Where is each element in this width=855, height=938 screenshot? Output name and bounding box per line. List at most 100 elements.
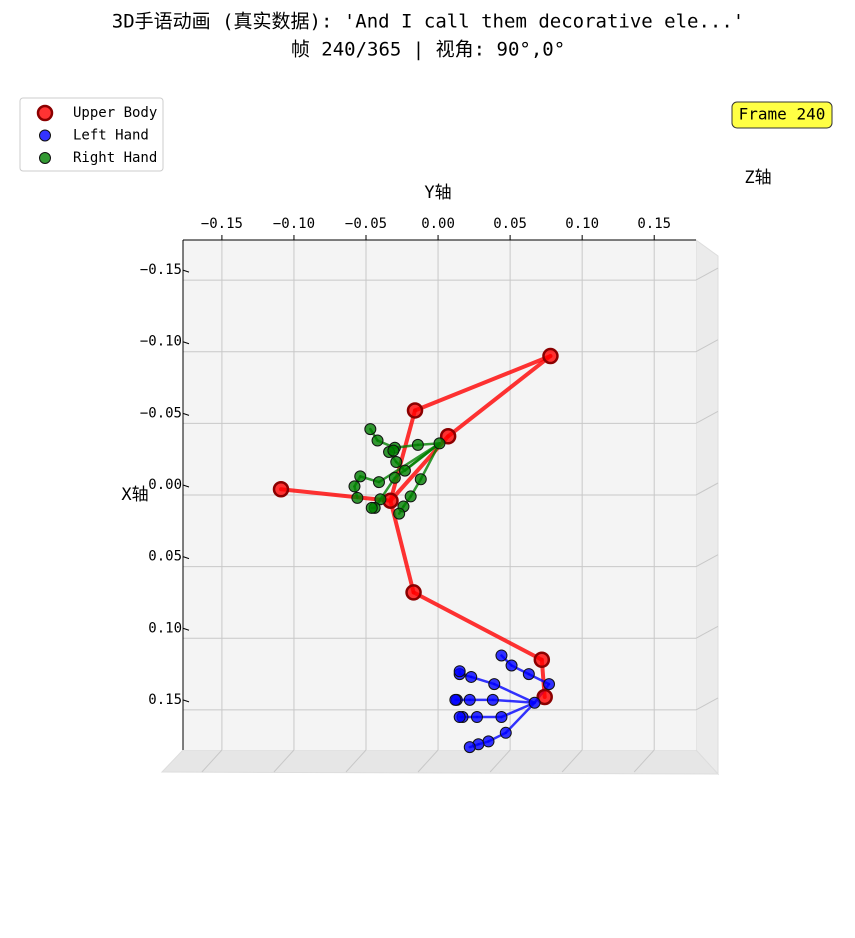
x-tick-label: 0.10: [565, 216, 599, 232]
y-tick-label: 0.10: [148, 620, 182, 636]
point: [405, 584, 422, 601]
bone: [493, 682, 536, 704]
legend-marker: [36, 104, 54, 122]
y-tick-label: 0.15: [148, 692, 182, 708]
bone: [491, 698, 536, 704]
point: [354, 470, 367, 483]
point: [371, 434, 384, 447]
y-tick: [182, 484, 190, 488]
bottom-pane-grid: [345, 749, 367, 773]
point: [414, 473, 427, 486]
point: [372, 476, 385, 489]
y-tick: [182, 341, 190, 345]
point: [404, 490, 417, 503]
point: [387, 444, 400, 457]
legend: Upper Body Left Hand Right Hand: [19, 97, 164, 172]
x-tick-label: −0.05: [345, 216, 387, 232]
bottom-pane-grid: [273, 749, 295, 773]
point: [486, 693, 499, 706]
x-tick-label: −0.10: [273, 216, 315, 232]
point: [365, 501, 378, 514]
legend-label: Upper Body: [73, 105, 157, 121]
bottom-pane-grid: [489, 749, 511, 773]
point: [542, 347, 559, 365]
point: [453, 711, 466, 724]
point: [488, 678, 501, 691]
y-axis-label: X轴: [121, 485, 148, 505]
point: [453, 665, 466, 678]
point: [482, 735, 495, 748]
x-tick-label: 0.00: [421, 216, 455, 232]
bone: [504, 701, 536, 735]
y-tick: [182, 412, 190, 416]
point: [543, 678, 556, 691]
y-tick: [182, 627, 190, 631]
marks: [272, 347, 559, 754]
y-tick: [182, 269, 190, 273]
point: [348, 480, 361, 493]
chart-title: 3D手语动画 (真实数据): 'And I call them decorati…: [112, 11, 744, 33]
y-tick: [182, 699, 190, 703]
x-tick-label: 0.05: [493, 216, 527, 232]
y-tick-label: −0.15: [140, 262, 182, 278]
side-pane-grid: [695, 267, 719, 281]
point: [495, 711, 508, 724]
point: [364, 423, 377, 436]
y-tick-label: 0.00: [148, 477, 182, 493]
point: [463, 741, 476, 754]
x-tick-label: 0.15: [637, 216, 671, 232]
y-tick: [182, 556, 190, 560]
legend-box: [19, 97, 164, 172]
point: [390, 456, 403, 469]
bone: [388, 408, 418, 503]
point: [449, 693, 462, 706]
point: [528, 696, 541, 709]
point: [439, 428, 457, 445]
side-pane-grid: [695, 339, 719, 353]
legend-label: Right Hand: [73, 150, 157, 166]
annotation-box: [731, 101, 833, 129]
point: [495, 649, 508, 662]
bone: [500, 701, 536, 719]
point: [393, 507, 406, 520]
side-pane: [695, 239, 719, 776]
point: [465, 670, 478, 683]
bone: [411, 590, 544, 662]
point: [374, 493, 387, 506]
bone: [413, 354, 553, 413]
y-tick-label: 0.05: [148, 549, 182, 565]
legend-label: Left Hand: [73, 128, 149, 144]
point: [505, 659, 518, 672]
chart-subtitle: 帧 240/365 | 视角: 90°,0°: [291, 39, 565, 61]
point: [411, 438, 424, 451]
point: [388, 471, 401, 484]
point: [470, 711, 483, 724]
point: [406, 402, 424, 419]
bone: [446, 354, 553, 439]
side-pane-grid: [695, 482, 719, 496]
z-axis-label: Z轴: [744, 168, 771, 188]
side-pane-grid: [695, 410, 719, 424]
y-tick-label: −0.10: [140, 334, 182, 350]
legend-marker: [39, 152, 51, 164]
grid: [182, 235, 719, 773]
annotation: Frame 240: [739, 105, 826, 124]
x-tick-label: −0.15: [201, 216, 243, 232]
bone: [419, 442, 441, 481]
bottom-pane-grid: [417, 749, 439, 773]
y-tick-label: −0.05: [140, 405, 182, 421]
point: [351, 491, 364, 504]
point: [533, 651, 551, 668]
bone: [278, 487, 393, 503]
bottom-pane-grid: [633, 749, 655, 773]
side-pane-grid: [695, 554, 719, 568]
point: [433, 437, 446, 450]
point: [536, 688, 553, 706]
bottom-pane-grid: [201, 749, 223, 773]
point: [499, 726, 512, 739]
bone: [377, 442, 441, 484]
bottom-pane-grid: [561, 749, 583, 773]
point: [398, 464, 411, 477]
side-pane-grid: [695, 697, 719, 711]
